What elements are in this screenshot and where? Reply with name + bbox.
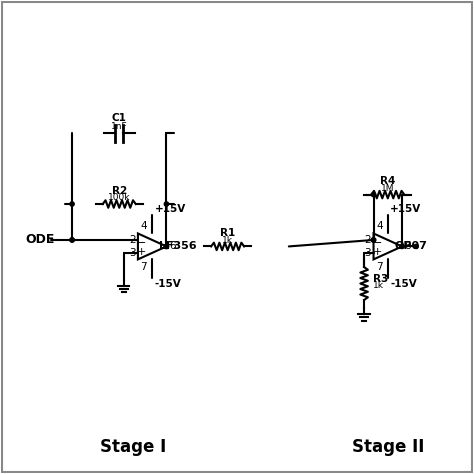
Circle shape [70,238,74,242]
Circle shape [70,202,74,206]
Text: Stage I: Stage I [100,438,166,456]
Text: +15V: +15V [390,204,421,214]
Text: $+$: $+$ [136,246,146,257]
Text: 3: 3 [129,248,136,258]
Text: 1k: 1k [222,236,233,245]
Text: ODE: ODE [25,234,55,246]
Text: 1nF: 1nF [111,121,128,130]
Text: 7: 7 [140,262,147,272]
Circle shape [164,244,169,248]
Circle shape [164,244,169,248]
Text: +15V: +15V [155,204,186,214]
Text: 3: 3 [365,248,371,258]
Circle shape [70,238,74,242]
Text: -15V: -15V [155,279,181,289]
Text: $-$: $-$ [372,236,382,246]
Circle shape [372,192,376,197]
Text: 1M: 1M [381,184,394,193]
Text: 2: 2 [365,235,371,245]
Text: 2: 2 [129,235,136,245]
Text: $-$: $-$ [136,236,146,246]
Text: R4: R4 [380,176,395,186]
Circle shape [414,244,418,248]
Text: 1k: 1k [373,282,383,291]
Circle shape [400,244,404,248]
Text: -15V: -15V [390,279,417,289]
Circle shape [164,202,169,206]
Circle shape [372,238,376,242]
Circle shape [372,238,376,242]
Text: 4: 4 [140,221,147,231]
Text: 6: 6 [404,241,411,251]
Text: R3: R3 [373,274,388,284]
Text: 7: 7 [376,262,383,272]
Text: R1: R1 [220,228,235,238]
Text: $+$: $+$ [372,246,382,257]
Text: R2: R2 [112,185,127,196]
Text: 4: 4 [376,221,383,231]
Text: 100k: 100k [108,193,130,202]
Text: 6: 6 [169,241,175,251]
Text: OP07: OP07 [395,241,428,251]
Text: Stage II: Stage II [352,438,424,456]
Text: LF356: LF356 [159,241,197,251]
Text: C1: C1 [112,113,127,123]
